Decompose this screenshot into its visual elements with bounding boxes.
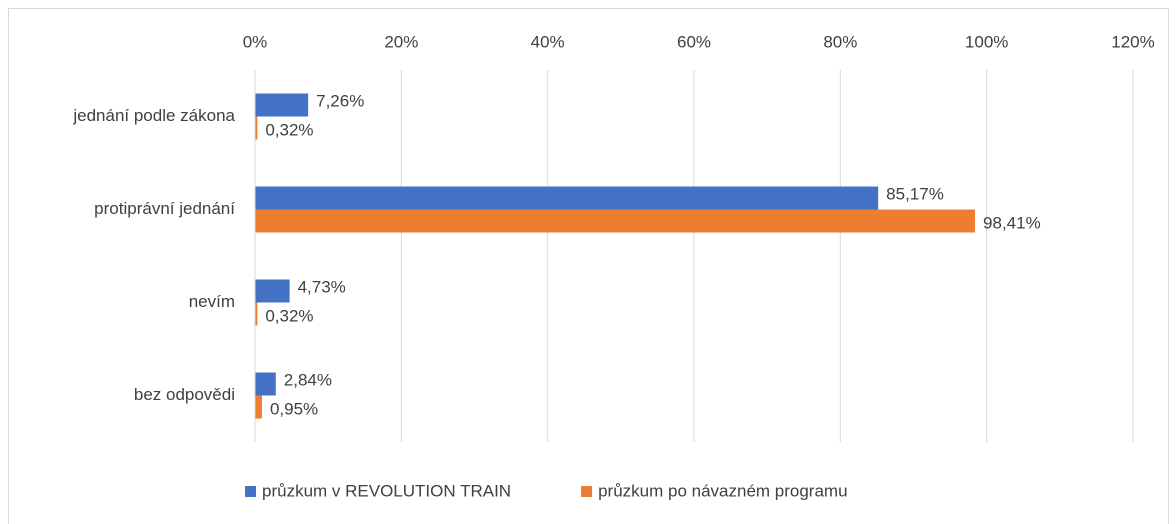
- legend-label: průzkum v REVOLUTION TRAIN: [262, 481, 511, 500]
- value-label: 7,26%: [316, 91, 364, 110]
- x-tick-label: 40%: [531, 32, 565, 51]
- value-label: 0,95%: [270, 399, 318, 418]
- value-label: 0,32%: [265, 306, 313, 325]
- value-label: 98,41%: [983, 213, 1041, 232]
- bar: [255, 209, 976, 233]
- legend-label: průzkum po návazném programu: [598, 481, 847, 500]
- x-tick-label: 60%: [677, 32, 711, 51]
- bar: [255, 93, 309, 117]
- y-tick-label: jednání podle zákona: [72, 106, 235, 125]
- x-tick-label: 80%: [823, 32, 857, 51]
- x-tick-label: 100%: [965, 32, 1008, 51]
- legend-swatch: [581, 486, 593, 497]
- x-tick-label: 0%: [243, 32, 268, 51]
- chart-frame: [8, 8, 1169, 524]
- value-label: 4,73%: [298, 277, 346, 296]
- y-tick-label: protiprávní jednání: [94, 199, 235, 218]
- bar: [255, 395, 262, 419]
- bar: [255, 302, 258, 326]
- value-label: 0,32%: [265, 120, 313, 139]
- legend-swatch: [245, 486, 256, 497]
- bar: [255, 186, 879, 210]
- bar: [255, 372, 276, 396]
- x-tick-label: 120%: [1111, 32, 1154, 51]
- value-label: 2,84%: [284, 370, 332, 389]
- x-tick-label: 20%: [384, 32, 418, 51]
- y-tick-label: nevím: [189, 292, 235, 311]
- bar: [255, 279, 290, 303]
- bar: [255, 116, 258, 140]
- y-tick-label: bez odpovědi: [134, 385, 235, 404]
- value-label: 85,17%: [886, 184, 944, 203]
